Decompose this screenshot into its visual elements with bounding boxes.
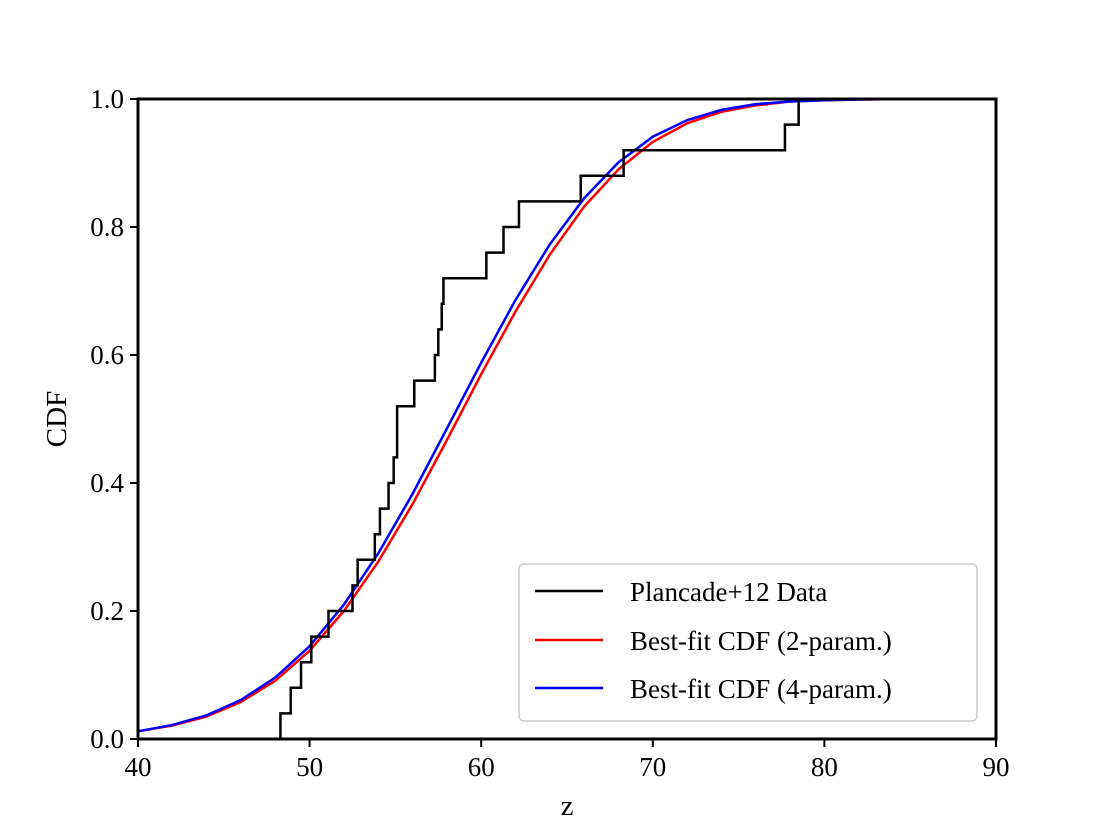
- legend-label-data: Plancade+12 Data: [630, 577, 827, 607]
- legend: Plancade+12 Data Best-fit CDF (2-param.)…: [518, 563, 978, 722]
- plot-frame: [136, 97, 998, 741]
- x-tick-label: 40: [125, 752, 152, 782]
- legend-label-4param: Best-fit CDF (4-param.): [630, 674, 892, 704]
- legend-label-2param: Best-fit CDF (2-param.): [630, 626, 892, 656]
- x-axis-label: z: [561, 790, 574, 822]
- y-tick-label: 1.0: [90, 84, 124, 114]
- y-axis-label: CDF: [41, 391, 73, 447]
- y-tick-label: 0.8: [90, 212, 124, 242]
- legend-frame: [518, 563, 978, 722]
- x-tick-label: 50: [296, 752, 323, 782]
- series-line-0: [279, 99, 800, 739]
- y-tick-label: 0.6: [90, 340, 124, 370]
- x-tick-label: 70: [639, 752, 666, 782]
- tick-layer: 40 50 60 70 80 90 0.0 0.2 0.4 0.6 0.8 1.0: [90, 84, 1009, 782]
- x-tick-label: 90: [983, 752, 1010, 782]
- y-tick-label: 0.4: [90, 468, 124, 498]
- x-tick-label: 60: [468, 752, 495, 782]
- x-tick-label: 80: [811, 752, 838, 782]
- y-tick-label: 0.2: [90, 596, 124, 626]
- y-tick-label: 0.0: [90, 724, 124, 754]
